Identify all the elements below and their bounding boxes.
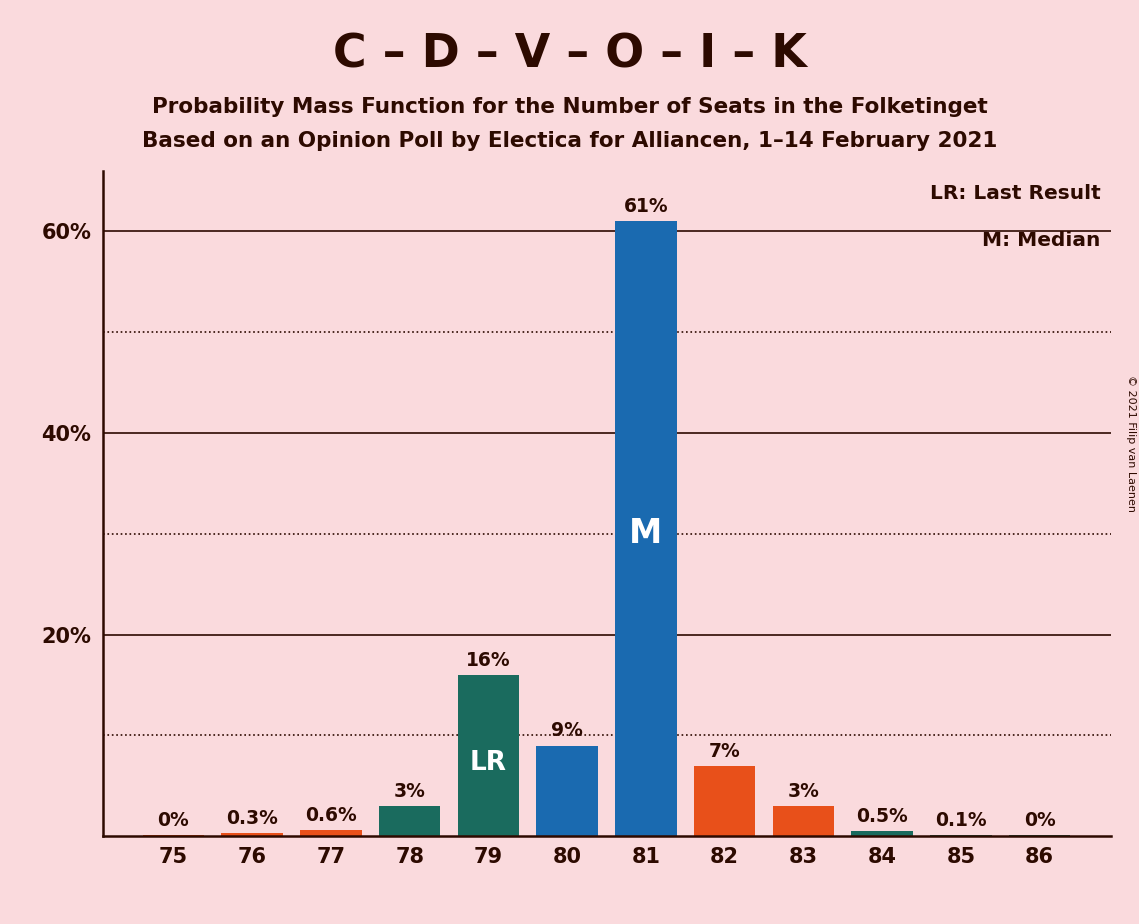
Text: 0.5%: 0.5% [857, 808, 908, 826]
Text: LR: LR [470, 750, 507, 776]
Bar [694, 766, 755, 836]
Text: 0.3%: 0.3% [227, 809, 278, 828]
Text: 3%: 3% [787, 782, 819, 801]
Bar [615, 222, 677, 836]
Bar [931, 835, 992, 836]
Text: C – D – V – O – I – K: C – D – V – O – I – K [333, 32, 806, 78]
Text: 61%: 61% [623, 198, 669, 216]
Bar [1009, 834, 1071, 836]
Text: 0%: 0% [157, 810, 189, 830]
Bar [458, 675, 519, 836]
Bar [142, 834, 204, 836]
Text: 9%: 9% [551, 722, 583, 740]
Text: 0.6%: 0.6% [305, 806, 357, 825]
Text: 7%: 7% [708, 742, 740, 760]
Text: 16%: 16% [466, 650, 510, 670]
Bar [772, 806, 834, 836]
Text: © 2021 Filip van Laenen: © 2021 Filip van Laenen [1126, 375, 1136, 512]
Text: M: Median: M: Median [982, 231, 1100, 249]
Bar [536, 746, 598, 836]
Text: 0.1%: 0.1% [935, 811, 986, 830]
Text: 3%: 3% [394, 782, 426, 801]
Text: 0%: 0% [1024, 810, 1056, 830]
Text: Probability Mass Function for the Number of Seats in the Folketinget: Probability Mass Function for the Number… [151, 97, 988, 117]
Bar [221, 833, 282, 836]
Bar [301, 830, 361, 836]
Bar [379, 806, 441, 836]
Text: M: M [629, 517, 663, 551]
Text: LR: Last Result: LR: Last Result [929, 184, 1100, 203]
Bar [852, 832, 912, 836]
Text: Based on an Opinion Poll by Electica for Alliancen, 1–14 February 2021: Based on an Opinion Poll by Electica for… [142, 131, 997, 152]
